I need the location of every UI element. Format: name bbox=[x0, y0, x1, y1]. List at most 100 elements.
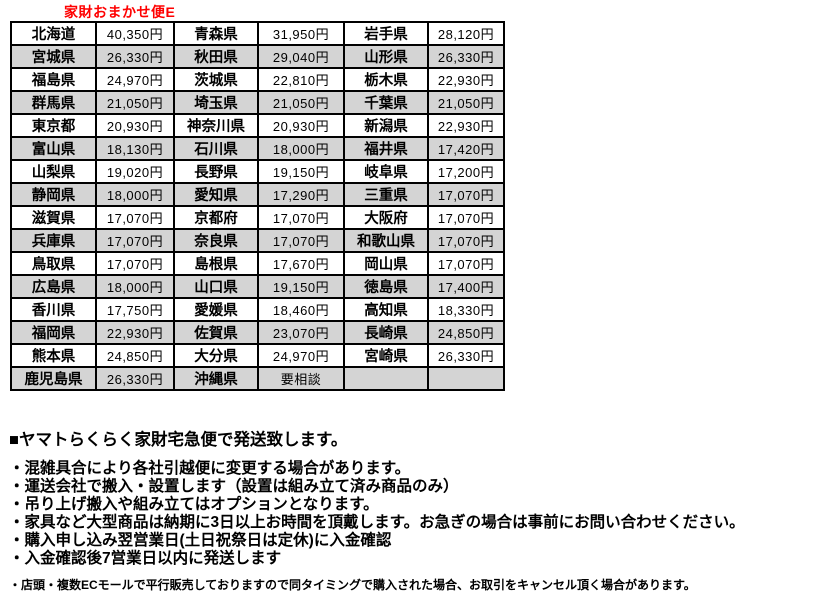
prefecture-cell: 石川県 bbox=[173, 136, 259, 161]
prefecture-cell: 愛知県 bbox=[173, 182, 259, 207]
shipping-notes: ■ヤマトらくらく家財宅急便で発送致します。 ・混雑具合により各社引越便に変更する… bbox=[9, 426, 819, 593]
table-row: 福島県 24,970円 茨城県 22,810円 栃木県 22,930円 bbox=[10, 67, 505, 92]
fee-cell: 17,070円 bbox=[257, 228, 345, 253]
table-row: 静岡県 18,000円 愛知県 17,290円 三重県 17,070円 bbox=[10, 182, 505, 207]
prefecture-cell: 京都府 bbox=[173, 205, 259, 230]
prefecture-cell: 山口県 bbox=[173, 274, 259, 299]
fee-cell: 40,350円 bbox=[95, 21, 175, 46]
prefecture-cell: 福井県 bbox=[343, 136, 429, 161]
notes-bullet: ・運送会社で搬入・設置します（設置は組み立て済み商品のみ） bbox=[9, 478, 459, 495]
fee-cell: 21,050円 bbox=[257, 90, 345, 115]
table-row: 滋賀県 17,070円 京都府 17,070円 大阪府 17,070円 bbox=[10, 205, 505, 230]
table-row: 山梨県 19,020円 長野県 19,150円 岐阜県 17,200円 bbox=[10, 159, 505, 184]
fee-cell: 17,400円 bbox=[427, 274, 505, 299]
fee-cell: 26,330円 bbox=[95, 44, 175, 69]
notes-bullet: ・家具など大型商品は納期に3日以上お時間を頂戴します。お急ぎの場合は事前にお問い… bbox=[9, 514, 745, 531]
prefecture-cell: 青森県 bbox=[173, 21, 259, 46]
fee-cell: 17,070円 bbox=[95, 228, 175, 253]
fee-cell: 17,670円 bbox=[257, 251, 345, 276]
notes-bullet: ・購入申し込み翌営業日(土日祝祭日は定休)に入金確認 bbox=[9, 532, 392, 549]
prefecture-cell: 福島県 bbox=[10, 67, 97, 92]
prefecture-cell: 北海道 bbox=[10, 21, 97, 46]
fee-cell: 20,930円 bbox=[257, 113, 345, 138]
fee-cell: 31,950円 bbox=[257, 21, 345, 46]
fee-cell: 26,330円 bbox=[95, 366, 175, 391]
fee-cell: 22,930円 bbox=[427, 67, 505, 92]
fee-cell: 22,930円 bbox=[95, 320, 175, 345]
prefecture-cell: 熊本県 bbox=[10, 343, 97, 368]
table-row: 香川県 17,750円 愛媛県 18,460円 高知県 18,330円 bbox=[10, 297, 505, 322]
prefecture-cell: 兵庫県 bbox=[10, 228, 97, 253]
fee-cell: 26,330円 bbox=[427, 44, 505, 69]
prefecture-cell: 大阪府 bbox=[343, 205, 429, 230]
prefecture-cell: 鳥取県 bbox=[10, 251, 97, 276]
prefecture-cell: 長野県 bbox=[173, 159, 259, 184]
fee-cell: 18,000円 bbox=[95, 274, 175, 299]
prefecture-cell: 大分県 bbox=[173, 343, 259, 368]
prefecture-cell: 新潟県 bbox=[343, 113, 429, 138]
shipping-fee-table: 北海道 40,350円 青森県 31,950円 岩手県 28,120円 宮城県 26,330円… bbox=[10, 21, 505, 391]
fee-cell bbox=[427, 366, 505, 391]
notes-bullet: ・吊り上げ搬入や組み立てはオプションとなります。 bbox=[9, 496, 379, 513]
prefecture-cell: 高知県 bbox=[343, 297, 429, 322]
fee-cell: 20,930円 bbox=[95, 113, 175, 138]
prefecture-cell: 宮崎県 bbox=[343, 343, 429, 368]
table-row: 福岡県 22,930円 佐賀県 23,070円 長崎県 24,850円 bbox=[10, 320, 505, 345]
fee-cell: 17,420円 bbox=[427, 136, 505, 161]
prefecture-cell: 奈良県 bbox=[173, 228, 259, 253]
fee-cell: 24,850円 bbox=[95, 343, 175, 368]
prefecture-cell: 東京都 bbox=[10, 113, 97, 138]
notes-bullet-list: ・混雑具合により各社引越便に変更する場合があります。 ・運送会社で搬入・設置します… bbox=[9, 460, 819, 568]
prefecture-cell: 栃木県 bbox=[343, 67, 429, 92]
table-row: 兵庫県 17,070円 奈良県 17,070円 和歌山県 17,070円 bbox=[10, 228, 505, 253]
prefecture-cell: 三重県 bbox=[343, 182, 429, 207]
prefecture-cell: 千葉県 bbox=[343, 90, 429, 115]
table-row: 鳥取県 17,070円 島根県 17,670円 岡山県 17,070円 bbox=[10, 251, 505, 276]
prefecture-cell: 山梨県 bbox=[10, 159, 97, 184]
prefecture-cell: 和歌山県 bbox=[343, 228, 429, 253]
table-row: 宮城県 26,330円 秋田県 29,040円 山形県 26,330円 bbox=[10, 44, 505, 69]
fee-cell: 17,750円 bbox=[95, 297, 175, 322]
fee-cell: 17,290円 bbox=[257, 182, 345, 207]
page-title: 家財おまかせ便E bbox=[64, 4, 176, 20]
prefecture-cell: 佐賀県 bbox=[173, 320, 259, 345]
table-row: 北海道 40,350円 青森県 31,950円 岩手県 28,120円 bbox=[10, 21, 505, 46]
prefecture-cell: 茨城県 bbox=[173, 67, 259, 92]
table-row: 熊本県 24,850円 大分県 24,970円 宮崎県 26,330円 bbox=[10, 343, 505, 368]
prefecture-cell: 埼玉県 bbox=[173, 90, 259, 115]
fee-cell: 24,970円 bbox=[257, 343, 345, 368]
fee-cell: 22,930円 bbox=[427, 113, 505, 138]
fee-cell: 18,330円 bbox=[427, 297, 505, 322]
notes-bullet: ・混雑具合により各社引越便に変更する場合があります。 bbox=[9, 460, 411, 477]
fee-cell: 19,150円 bbox=[257, 159, 345, 184]
prefecture-cell: 徳島県 bbox=[343, 274, 429, 299]
prefecture-cell: 山形県 bbox=[343, 44, 429, 69]
fee-table-body: 北海道 40,350円 青森県 31,950円 岩手県 28,120円 宮城県 26,330円… bbox=[10, 21, 505, 391]
fee-cell: 26,330円 bbox=[427, 343, 505, 368]
fee-cell: 要相談 bbox=[257, 366, 345, 391]
table-row: 富山県 18,130円 石川県 18,000円 福井県 17,420円 bbox=[10, 136, 505, 161]
prefecture-cell: 富山県 bbox=[10, 136, 97, 161]
prefecture-cell bbox=[343, 366, 429, 391]
fee-cell: 22,810円 bbox=[257, 67, 345, 92]
fee-cell: 21,050円 bbox=[95, 90, 175, 115]
fee-cell: 17,200円 bbox=[427, 159, 505, 184]
prefecture-cell: 広島県 bbox=[10, 274, 97, 299]
prefecture-cell: 群馬県 bbox=[10, 90, 97, 115]
fee-cell: 17,070円 bbox=[257, 205, 345, 230]
fee-cell: 24,850円 bbox=[427, 320, 505, 345]
prefecture-cell: 長崎県 bbox=[343, 320, 429, 345]
fee-cell: 17,070円 bbox=[427, 182, 505, 207]
fee-cell: 29,040円 bbox=[257, 44, 345, 69]
fee-cell: 17,070円 bbox=[95, 251, 175, 276]
fee-cell: 24,970円 bbox=[95, 67, 175, 92]
fee-cell: 18,000円 bbox=[95, 182, 175, 207]
fee-cell: 18,460円 bbox=[257, 297, 345, 322]
fee-cell: 19,020円 bbox=[95, 159, 175, 184]
table-row: 群馬県 21,050円 埼玉県 21,050円 千葉県 21,050円 bbox=[10, 90, 505, 115]
fee-cell: 17,070円 bbox=[427, 228, 505, 253]
prefecture-cell: 神奈川県 bbox=[173, 113, 259, 138]
fee-cell: 17,070円 bbox=[427, 251, 505, 276]
table-row: 広島県 18,000円 山口県 19,150円 徳島県 17,400円 bbox=[10, 274, 505, 299]
